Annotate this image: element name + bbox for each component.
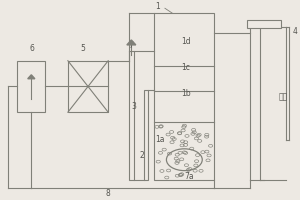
Text: 1: 1	[155, 2, 160, 11]
Bar	[68, 61, 108, 112]
Bar	[247, 20, 281, 28]
Text: 图水: 图水	[278, 92, 287, 101]
Text: 1a: 1a	[156, 135, 165, 144]
Text: 1b: 1b	[181, 89, 190, 98]
Polygon shape	[28, 75, 35, 79]
Text: 7a: 7a	[184, 172, 194, 181]
Text: 7: 7	[128, 41, 133, 50]
Text: 8: 8	[106, 189, 111, 198]
Text: 2: 2	[140, 151, 145, 160]
Bar	[129, 51, 134, 180]
Bar	[154, 13, 214, 180]
Bar	[17, 61, 46, 112]
Text: 1c: 1c	[182, 63, 190, 72]
Polygon shape	[127, 40, 136, 45]
Text: 4: 4	[292, 27, 297, 36]
Text: 1d: 1d	[181, 37, 190, 46]
Text: 6: 6	[29, 44, 34, 53]
Bar	[144, 90, 148, 180]
Text: 3: 3	[132, 102, 136, 111]
Text: 5: 5	[80, 44, 85, 53]
